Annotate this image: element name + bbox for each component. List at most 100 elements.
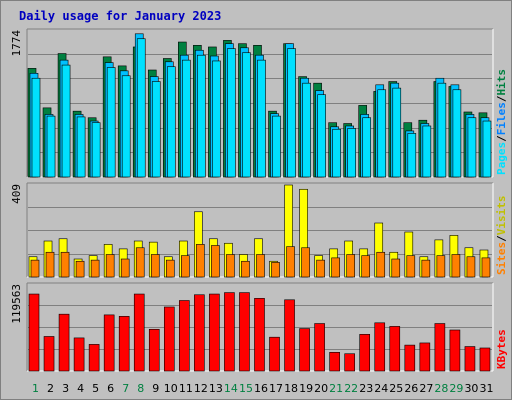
pages-bar-11 — [182, 59, 191, 178]
kbytes-bar-24 — [374, 322, 386, 372]
pages-bar-13 — [212, 60, 221, 178]
sites-bar-18 — [286, 246, 295, 278]
x-tick-label-28: 28 — [434, 382, 448, 395]
kbytes-bar-21 — [329, 351, 340, 372]
x-tick-label-5: 5 — [92, 382, 99, 395]
x-tick-label-13: 13 — [209, 382, 223, 395]
x-tick-label-19: 19 — [299, 382, 313, 395]
sites-bar-28 — [436, 255, 446, 278]
x-tick-label-7: 7 — [122, 382, 129, 395]
pages-bar-28 — [437, 82, 447, 178]
kbytes-bar-4 — [73, 337, 85, 372]
pages-bar-30 — [467, 117, 477, 178]
sites-bar-8 — [135, 247, 145, 278]
sites-bar-11 — [181, 255, 190, 278]
sites-bar-26 — [406, 255, 416, 278]
pages-bar-21 — [332, 128, 341, 178]
sites-bar-16 — [256, 254, 265, 278]
kbytes-bar-7 — [118, 316, 130, 372]
kbytes-bar-17 — [269, 336, 280, 372]
pages-bar-22 — [347, 128, 356, 178]
x-tick-label-9: 9 — [152, 382, 159, 395]
x-tick-label-26: 26 — [404, 382, 418, 395]
pages-bar-12 — [197, 54, 206, 178]
sites-bar-2 — [45, 251, 55, 278]
pages-bar-8 — [136, 38, 146, 178]
sites-bar-17 — [271, 262, 280, 278]
kbytes-bar-22 — [344, 353, 355, 372]
pages-bar-19 — [302, 82, 311, 178]
sites-bar-31 — [481, 257, 491, 278]
sites-bar-12 — [196, 244, 205, 278]
pages-bar-25 — [392, 87, 402, 178]
sites-bar-29 — [451, 254, 461, 278]
pages-bar-31 — [482, 120, 492, 178]
x-tick-label-20: 20 — [314, 382, 328, 395]
kbytes-bar-2 — [43, 336, 55, 372]
kbytes-bar-23 — [359, 334, 371, 372]
pages-bar-14 — [227, 48, 236, 178]
sites-bar-20 — [316, 259, 325, 278]
sites-bar-10 — [165, 259, 175, 278]
sites-bar-30 — [466, 256, 476, 278]
pages-bar-20 — [317, 94, 326, 178]
pages-bar-5 — [91, 122, 101, 178]
kbytes-bar-6 — [103, 314, 115, 372]
x-tick-label-15: 15 — [239, 382, 253, 395]
kbytes-bar-13 — [209, 293, 220, 372]
pages-bar-24 — [377, 89, 387, 178]
kbytes-bar-12 — [194, 294, 205, 372]
pages-bar-29 — [452, 89, 462, 178]
sites-bar-27 — [421, 259, 431, 278]
kbytes-bar-30 — [464, 346, 476, 372]
sites-bar-19 — [301, 247, 310, 278]
sites-bar-6 — [105, 254, 115, 278]
kbytes-bar-14 — [224, 292, 235, 372]
kbytes-bar-20 — [314, 323, 325, 372]
kbytes-bar-3 — [58, 313, 70, 372]
x-tick-label-4: 4 — [77, 382, 84, 395]
pages-bar-15 — [242, 52, 251, 178]
x-tick-label-1: 1 — [32, 382, 39, 395]
x-tick-label-8: 8 — [137, 382, 144, 395]
legend-entry-files: Files — [495, 102, 508, 135]
x-tick-label-6: 6 — [107, 382, 114, 395]
x-tick-label-11: 11 — [179, 382, 193, 395]
sites-bar-4 — [75, 260, 85, 278]
x-tick-label-29: 29 — [449, 382, 463, 395]
kbytes-bar-10 — [163, 306, 175, 372]
kbytes-bar-8 — [133, 293, 145, 372]
sites-bar-3 — [60, 251, 70, 278]
ymax-label-2: 409 — [10, 184, 23, 204]
x-tick-label-2: 2 — [47, 382, 54, 395]
kbytes-bar-15 — [239, 292, 250, 372]
x-tick-label-3: 3 — [62, 382, 69, 395]
legend-3: Sites/Visits — [495, 196, 508, 276]
sites-bar-13 — [211, 245, 220, 278]
pages-bar-27 — [422, 125, 432, 178]
x-tick-label-25: 25 — [389, 382, 403, 395]
kbytes-bar-18 — [284, 299, 295, 372]
x-tick-label-23: 23 — [359, 382, 373, 395]
kbytes-bar-27 — [419, 342, 431, 372]
sites-bar-21 — [331, 257, 340, 278]
x-tick-label-17: 17 — [269, 382, 283, 395]
legend-entry-kbytes: KBytes — [495, 329, 508, 369]
ymax-label-1: 1774 — [10, 30, 23, 57]
pages-bar-17 — [272, 115, 281, 178]
pages-bar-9 — [151, 81, 161, 178]
chart-title: Daily usage for January 2023 — [19, 9, 222, 23]
sites-bar-1 — [30, 259, 40, 278]
x-tick-label-30: 30 — [464, 382, 478, 395]
pages-bar-3 — [61, 64, 71, 178]
legend-entry-pages: Pages — [495, 142, 508, 175]
pages-bar-6 — [106, 67, 116, 178]
pages-bar-1 — [31, 77, 41, 178]
sites-bar-9 — [150, 254, 160, 278]
pages-bar-26 — [407, 133, 417, 178]
pages-bar-10 — [166, 66, 176, 178]
pages-bar-4 — [76, 116, 86, 178]
x-tick-label-12: 12 — [194, 382, 208, 395]
x-tick-label-21: 21 — [329, 382, 343, 395]
